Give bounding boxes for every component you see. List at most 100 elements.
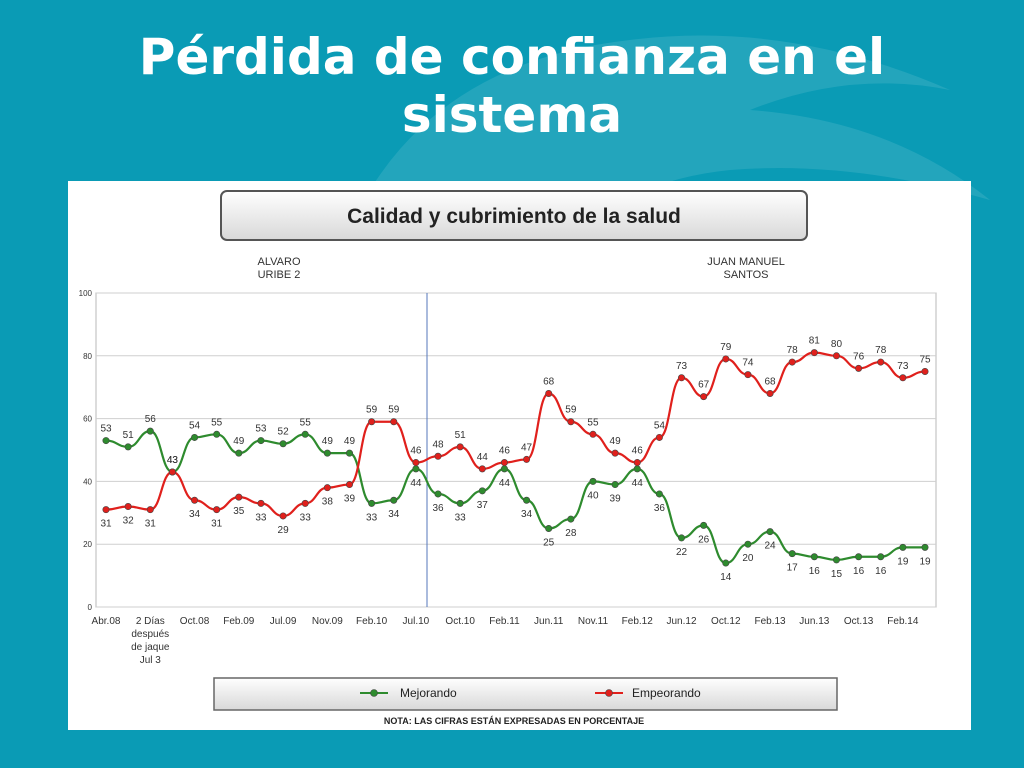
data-label-empeorando: 38 — [322, 497, 334, 508]
data-label-mejorando: 36 — [432, 503, 444, 514]
data-label-mejorando: 51 — [123, 430, 135, 441]
data-label-mejorando: 53 — [100, 424, 112, 435]
data-label-empeorando: 78 — [875, 345, 887, 356]
data-point-mejorando — [855, 553, 863, 561]
data-label-mejorando: 19 — [897, 556, 909, 567]
data-point-mejorando — [279, 440, 287, 448]
data-label-mejorando: 44 — [410, 478, 422, 489]
data-label-empeorando: 43 — [167, 455, 179, 466]
line-chart: Calidad y cubrimiento de la salud ALVAROU… — [79, 190, 937, 726]
x-tick-label: Oct.13 — [844, 616, 874, 627]
data-label-mejorando: 16 — [853, 566, 865, 577]
x-tick-label: Jul.10 — [403, 616, 430, 627]
data-label-empeorando: 46 — [410, 446, 422, 457]
data-point-mejorando — [545, 524, 553, 532]
data-point-mejorando — [257, 437, 265, 445]
data-label-mejorando: 34 — [521, 509, 533, 520]
data-label-mejorando: 56 — [145, 414, 157, 425]
data-point-empeorando — [899, 374, 907, 382]
data-point-mejorando — [102, 437, 110, 445]
x-tick-label: Jul.09 — [270, 616, 297, 627]
data-label-mejorando: 34 — [388, 509, 400, 520]
legend-label-empeorando: Empeorando — [632, 686, 701, 700]
x-tick-label: después — [131, 629, 169, 640]
data-label-empeorando: 79 — [720, 342, 732, 353]
data-label-empeorando: 47 — [521, 442, 533, 453]
data-point-mejorando — [700, 521, 708, 529]
x-tick-label: Oct.08 — [180, 616, 210, 627]
data-label-mejorando: 55 — [211, 417, 223, 428]
data-label-mejorando: 44 — [632, 478, 644, 489]
data-point-empeorando — [345, 481, 353, 489]
data-point-mejorando — [921, 543, 929, 551]
data-point-mejorando — [810, 553, 818, 561]
data-point-empeorando — [678, 374, 686, 382]
data-label-mejorando: 28 — [565, 528, 577, 539]
series-line-mejorando — [105, 430, 925, 565]
data-point-empeorando — [523, 455, 531, 463]
data-point-empeorando — [633, 459, 641, 467]
chart-card: Calidad y cubrimiento de la salud ALVARO U… — [68, 181, 971, 730]
data-label-empeorando: 75 — [919, 355, 931, 366]
data-point-empeorando — [766, 389, 774, 397]
data-point-mejorando — [368, 499, 376, 507]
data-point-mejorando — [877, 553, 885, 561]
data-point-empeorando — [257, 499, 265, 507]
data-point-mejorando — [323, 449, 331, 457]
data-label-empeorando: 55 — [587, 417, 599, 428]
y-tick-label: 80 — [83, 352, 92, 361]
y-tick-label: 0 — [88, 603, 93, 612]
data-point-mejorando — [434, 490, 442, 498]
data-point-mejorando — [345, 449, 353, 457]
x-tick-label: 2 Días — [136, 616, 165, 627]
data-label-empeorando: 68 — [543, 376, 555, 387]
data-point-empeorando — [279, 512, 287, 520]
data-label-mejorando: 44 — [499, 478, 511, 489]
x-tick-label: Jun.12 — [666, 616, 696, 627]
legend-label-mejorando: Mejorando — [400, 686, 457, 700]
data-label-mejorando: 25 — [543, 538, 555, 549]
data-point-mejorando — [146, 427, 154, 435]
legend-box — [213, 677, 838, 711]
data-label-mejorando: 22 — [676, 547, 688, 558]
x-tick-label: Feb.11 — [489, 616, 520, 627]
data-point-empeorando — [655, 433, 663, 441]
data-point-empeorando — [456, 443, 464, 451]
data-label-empeorando: 32 — [123, 516, 135, 527]
data-point-mejorando — [722, 559, 730, 567]
data-point-mejorando — [832, 556, 840, 564]
data-point-empeorando — [168, 468, 176, 476]
legend-marker-mejorando — [370, 689, 378, 697]
data-label-mejorando: 49 — [344, 436, 356, 447]
data-point-empeorando — [589, 430, 597, 438]
data-label-mejorando: 52 — [278, 427, 290, 438]
data-label-empeorando: 29 — [278, 525, 290, 536]
data-point-mejorando — [301, 430, 309, 438]
x-tick-label: Oct.10 — [445, 616, 475, 627]
x-tick-label: Feb.12 — [622, 616, 654, 627]
x-tick-label: Nov.09 — [312, 616, 343, 627]
data-label-empeorando: 68 — [764, 376, 776, 387]
data-label-mejorando: 49 — [322, 436, 334, 447]
x-tick-label: Oct.12 — [711, 616, 741, 627]
data-point-empeorando — [301, 499, 309, 507]
data-point-empeorando — [146, 506, 154, 514]
data-label-empeorando: 51 — [455, 430, 467, 441]
data-label-mejorando: 49 — [233, 436, 245, 447]
data-label-empeorando: 59 — [388, 405, 400, 416]
data-point-empeorando — [722, 355, 730, 363]
data-point-empeorando — [124, 503, 132, 511]
slide-title-line-1: Pérdida de confianza en el — [138, 28, 886, 86]
data-point-mejorando — [478, 487, 486, 495]
data-label-mejorando: 39 — [610, 494, 622, 505]
x-tick-label: Feb.14 — [887, 616, 919, 627]
period-label: SANTOS — [723, 269, 768, 281]
data-label-empeorando: 46 — [632, 446, 644, 457]
data-point-empeorando — [855, 364, 863, 372]
data-label-mejorando: 15 — [831, 569, 843, 580]
data-point-empeorando — [102, 506, 110, 514]
data-point-mejorando — [899, 543, 907, 551]
legend-marker-empeorando — [605, 689, 613, 697]
data-label-empeorando: 33 — [255, 512, 267, 523]
data-point-mejorando — [235, 449, 243, 457]
